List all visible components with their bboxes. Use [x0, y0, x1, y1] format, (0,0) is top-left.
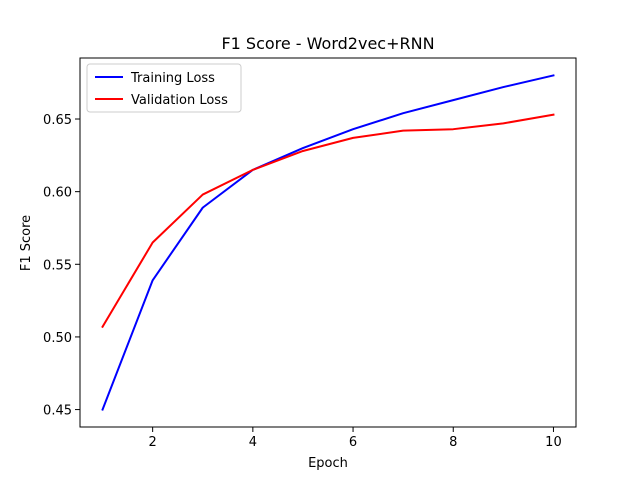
y-tick-label: 0.45	[43, 404, 72, 419]
y-tick-label: 0.60	[43, 186, 72, 201]
legend-label: Training Loss	[130, 71, 215, 86]
y-tick-label: 0.55	[43, 258, 72, 273]
x-tick-label: 6	[349, 435, 357, 450]
x-tick-label: 4	[249, 435, 257, 450]
y-axis-title: F1 Score	[19, 215, 34, 271]
x-tick-label: 8	[449, 435, 457, 450]
x-tick-label: 10	[545, 435, 562, 450]
chart-title: F1 Score - Word2vec+RNN	[221, 34, 434, 53]
y-tick-label: 0.65	[43, 113, 72, 128]
plot-frame	[79, 57, 577, 428]
legend: Training Loss Validation Loss	[86, 63, 242, 113]
x-axis-title: Epoch	[308, 456, 348, 471]
plot-area: 2 4 6 8 10 0.45 0.50 0.55 0.60 0.65	[43, 57, 577, 450]
legend-label: Validation Loss	[131, 93, 228, 108]
series-line-training-loss	[101, 74, 555, 411]
legend-box	[86, 63, 242, 113]
x-tick-label: 2	[149, 435, 157, 450]
y-tick-label: 0.50	[43, 331, 72, 346]
series-line-validation-loss	[101, 113, 555, 329]
